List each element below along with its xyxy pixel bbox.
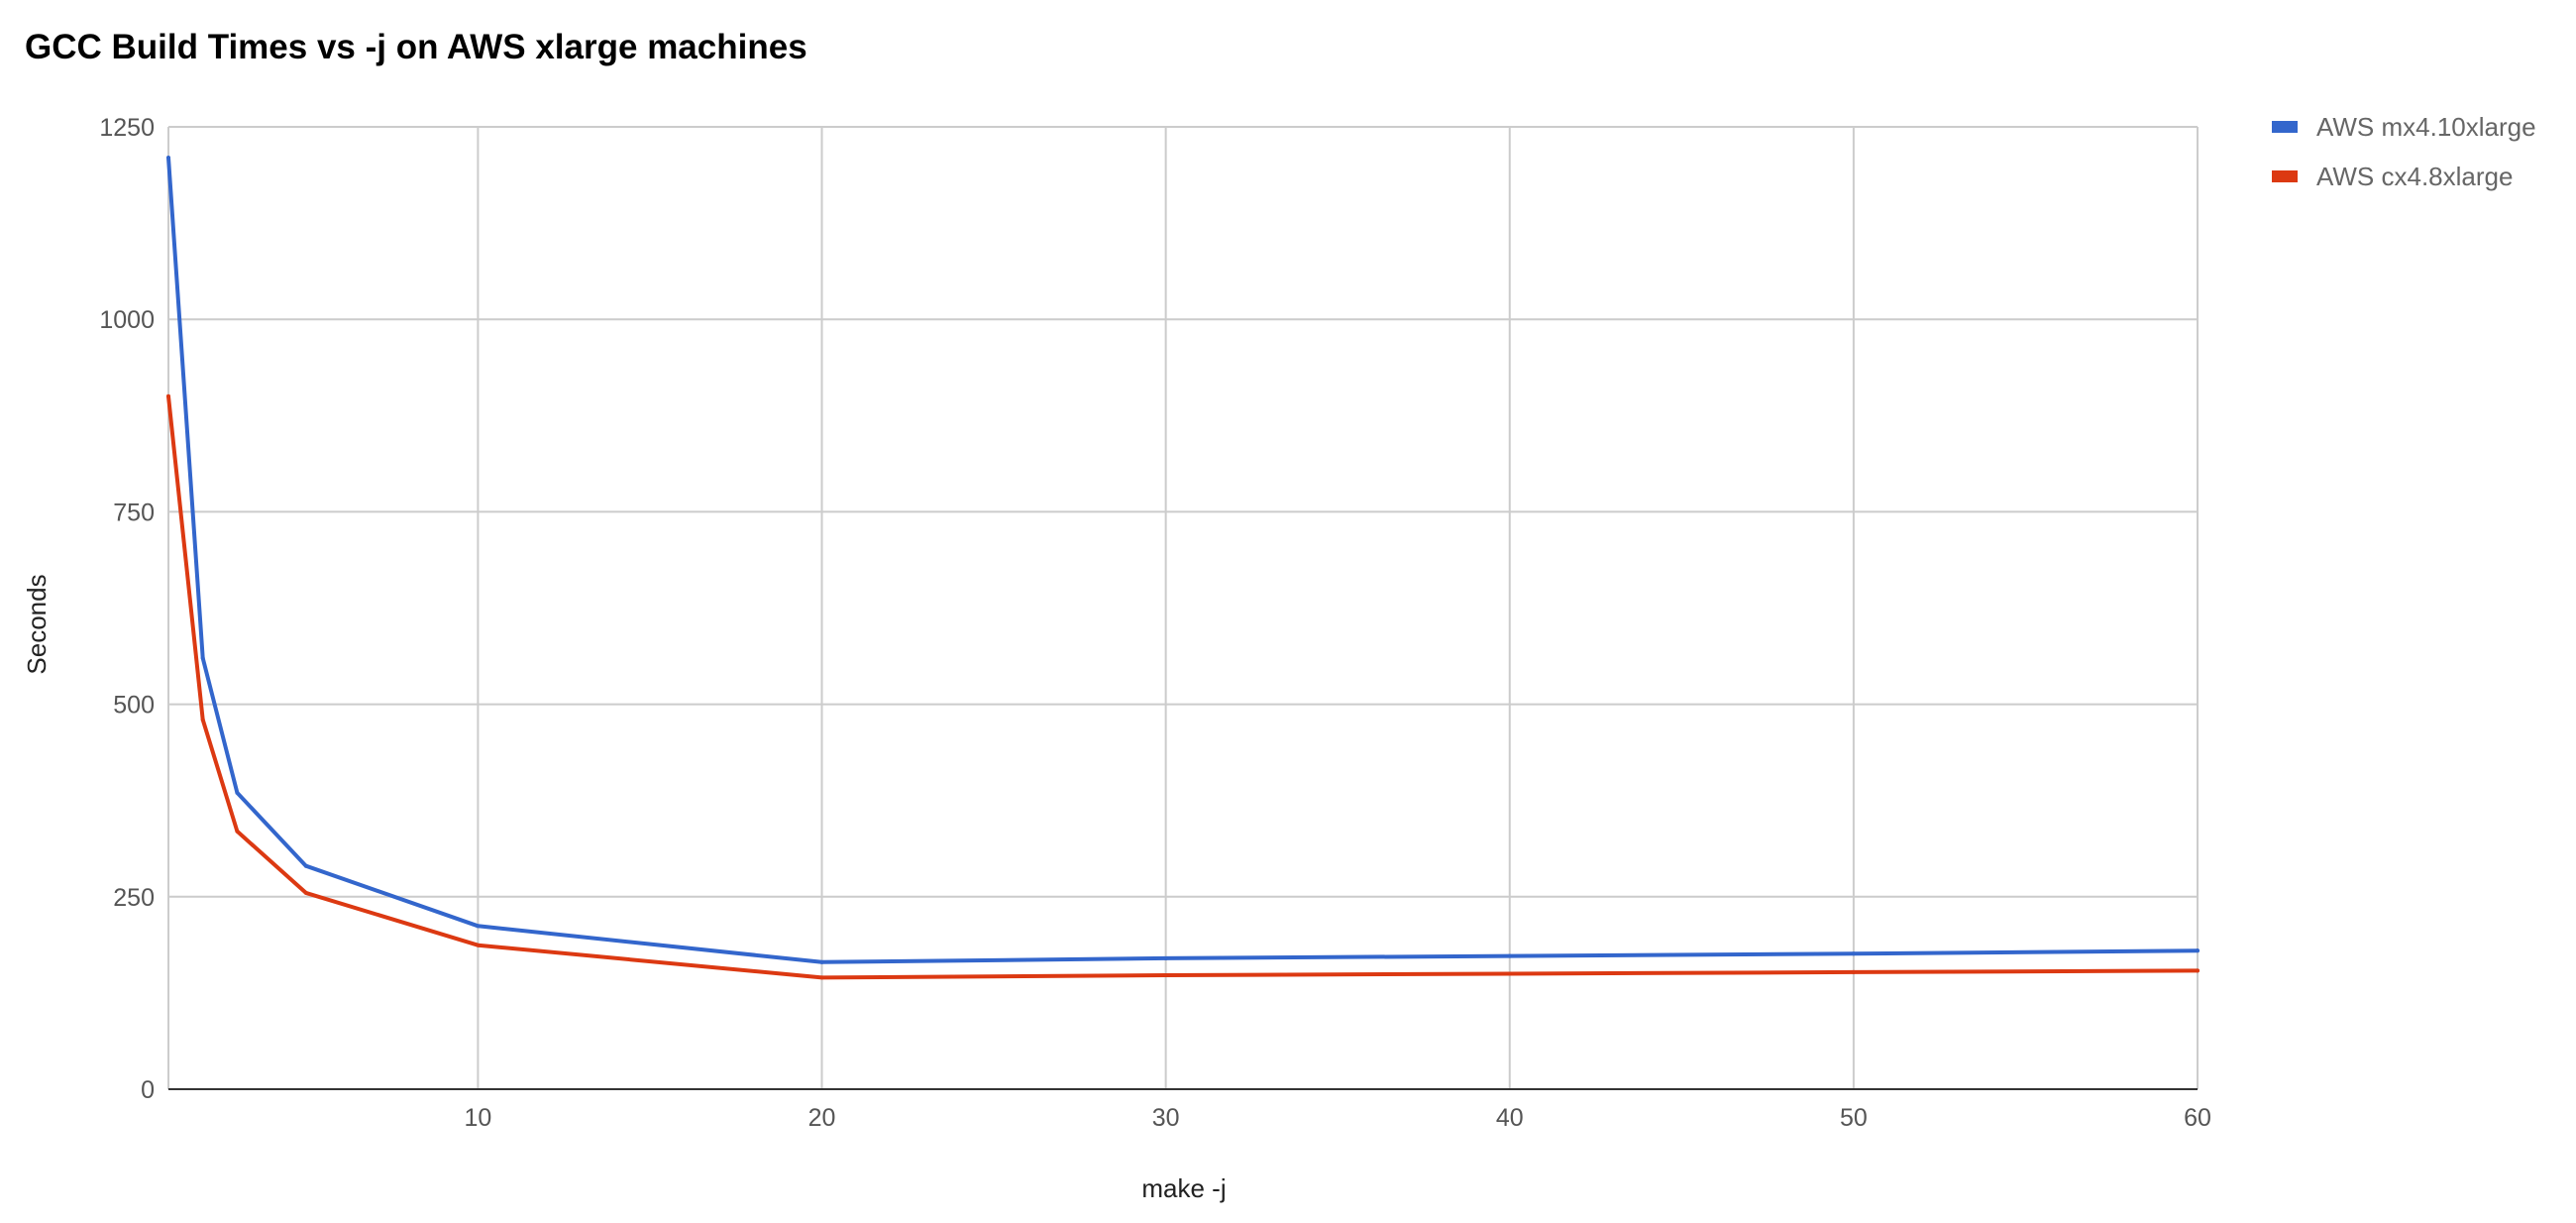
series-lines (166, 156, 2200, 980)
data-point (303, 863, 308, 868)
data-point (476, 924, 481, 929)
y-axis-title: Seconds (22, 574, 52, 674)
data-point (166, 393, 170, 398)
data-point (235, 829, 240, 834)
data-point (1851, 969, 1856, 974)
data-point (303, 890, 308, 895)
data-point (1851, 951, 1856, 956)
data-point (1507, 953, 1512, 958)
x-tick-label: 50 (1840, 1104, 1868, 1132)
x-tick-label: 40 (1496, 1104, 1524, 1132)
data-point (200, 718, 205, 723)
data-point (2196, 968, 2200, 973)
y-tick-label: 250 (113, 884, 155, 912)
y-tick-label: 1000 (99, 306, 155, 334)
data-point (1163, 973, 1168, 978)
series-line-0 (166, 156, 2200, 964)
tick-labels: 0 250 500 750 1000 1250 10 20 30 40 50 60 (99, 114, 2211, 1132)
data-point (2196, 948, 2200, 953)
data-point (819, 975, 824, 980)
data-point (819, 959, 824, 964)
y-tick-label: 750 (113, 499, 155, 526)
y-tick-label: 0 (141, 1076, 155, 1104)
data-point (166, 156, 170, 161)
series-line-1 (166, 393, 2200, 980)
data-point (1163, 955, 1168, 960)
legend: AWS mx4.10xlarge AWS cx4.8xlarge (2272, 112, 2536, 191)
legend-swatch (2272, 170, 2298, 182)
chart-title: GCC Build Times vs -j on AWS xlarge mach… (25, 28, 807, 66)
data-point (200, 655, 205, 660)
legend-swatch (2272, 121, 2298, 133)
x-tick-label: 30 (1152, 1104, 1180, 1132)
legend-label: AWS cx4.8xlarge (2316, 162, 2513, 191)
y-tick-label: 500 (113, 692, 155, 720)
y-tick-label: 1250 (99, 114, 155, 142)
x-tick-label: 20 (808, 1104, 836, 1132)
data-point (476, 943, 481, 947)
grid-lines (167, 126, 2199, 1089)
legend-label: AWS mx4.10xlarge (2316, 112, 2536, 142)
data-point (1507, 971, 1512, 976)
data-point (235, 790, 240, 795)
x-tick-label: 60 (2184, 1104, 2211, 1132)
x-axis-title: make -j (1141, 1173, 1226, 1203)
x-tick-label: 10 (465, 1104, 492, 1132)
